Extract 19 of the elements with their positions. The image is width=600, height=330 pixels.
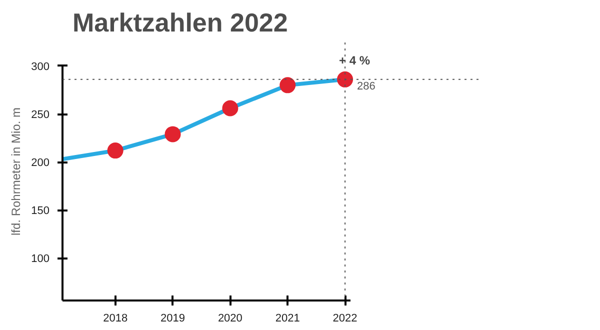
y-tick-label: 250 (31, 109, 50, 122)
y-tick-label: 200 (31, 157, 50, 170)
point (164, 126, 181, 142)
data-label: 286 (357, 80, 376, 92)
x-tick-label: 2022 (332, 312, 358, 324)
chart-title: Marktzahlen 2022 (72, 8, 288, 38)
x-tick-label: 2018 (103, 312, 128, 324)
point (222, 100, 238, 116)
x-tick-label: 2021 (275, 312, 300, 324)
point (337, 71, 354, 88)
x-tick-label: 2019 (160, 312, 186, 324)
y-tick-label: 300 (31, 60, 50, 73)
y-tick-label: 150 (31, 205, 50, 218)
y-tick-label: 100 (31, 253, 50, 266)
point (280, 77, 296, 94)
y-axis-title: lfd. Rohrmeter in Mio. m (9, 107, 24, 236)
annotation: + 4 % (339, 53, 370, 68)
x-tick-label: 2020 (218, 312, 242, 324)
point (107, 142, 124, 159)
